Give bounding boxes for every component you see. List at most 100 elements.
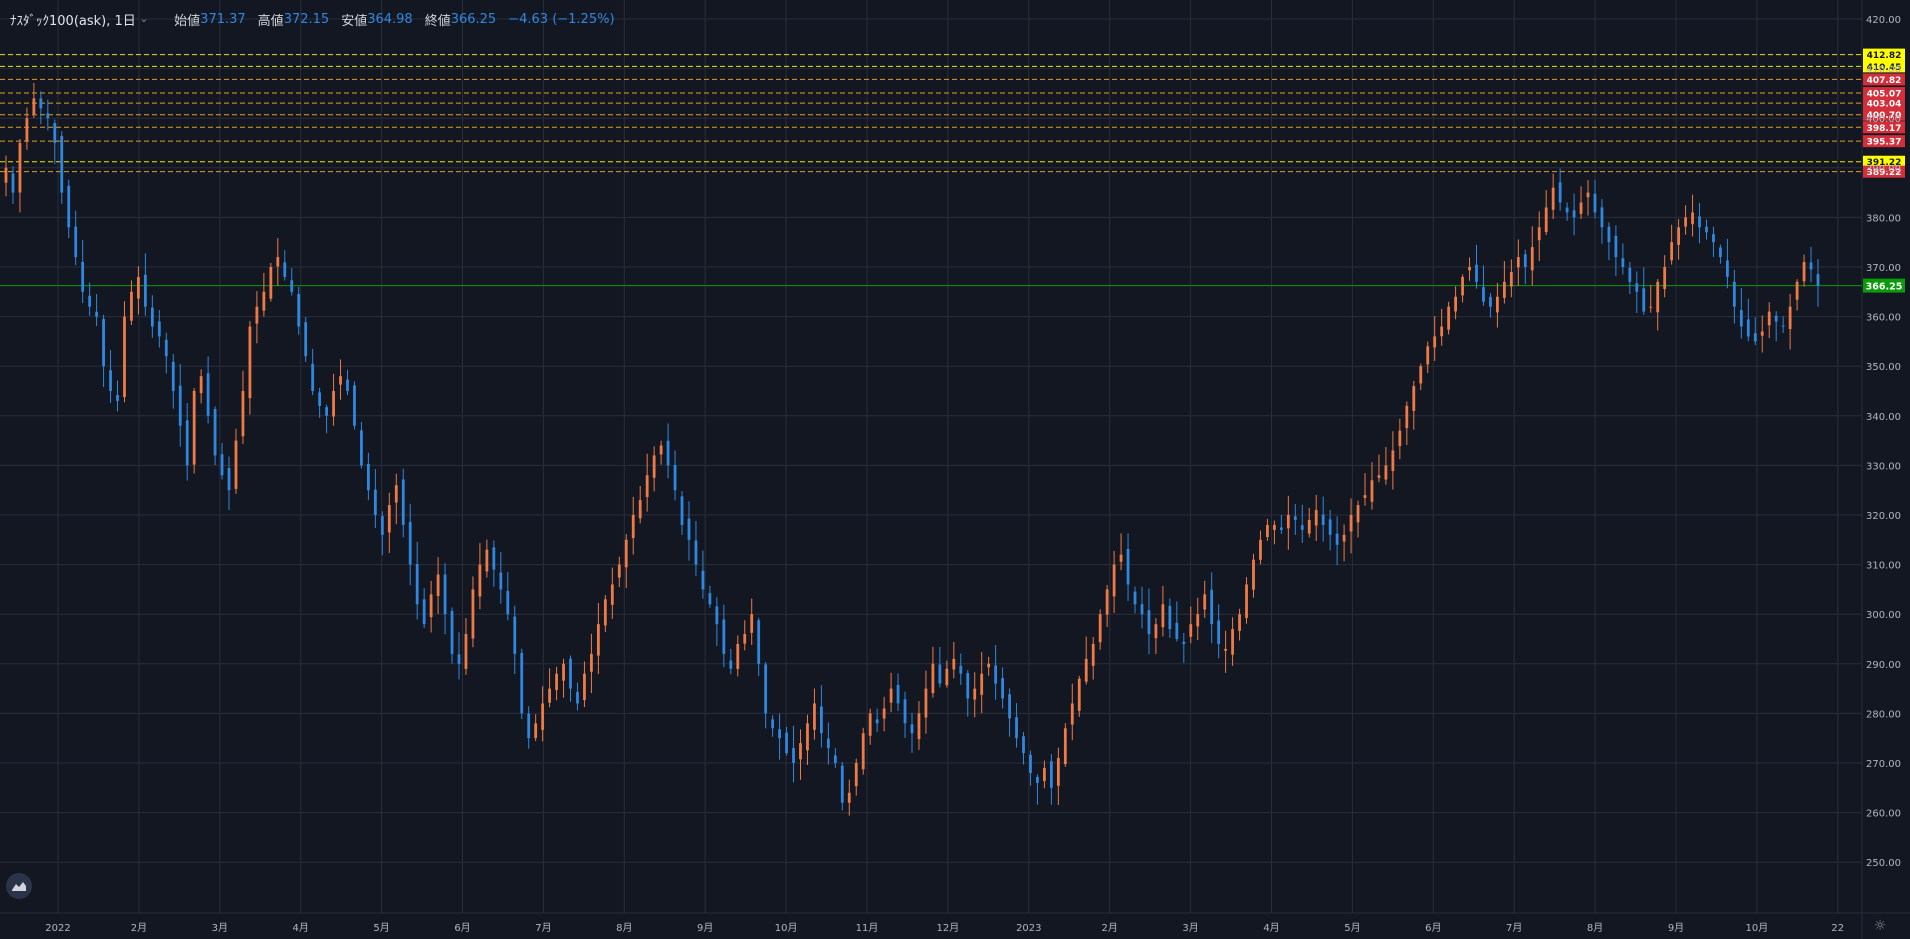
level-badge [1863,97,1905,110]
change-value: −4.63 (−1.25%) [508,11,615,27]
candle-body [1621,258,1625,267]
candle-body [130,291,133,321]
candle-body [464,634,468,669]
candle-body [1447,306,1451,330]
candle-body [1231,629,1234,655]
candle-body [980,673,984,695]
candle-body [157,321,161,337]
level-label: 395.37 [1867,138,1902,148]
candle-body [1405,405,1409,429]
candle-body [60,136,64,193]
candle-body [645,475,649,498]
candle-body [903,699,907,724]
candle-body [994,665,998,684]
candle-body [102,318,105,367]
candle-body [1084,658,1088,682]
candle-body [1356,505,1360,523]
candle-body [150,307,154,327]
candle-body [1036,776,1039,783]
candle-body [569,658,572,689]
chevron-down-icon[interactable]: ⌄ [139,13,149,25]
candle-body [1684,217,1687,227]
level-label: 407.82 [1867,76,1902,86]
candle-body [32,98,36,115]
level-label: 400.70 [1867,111,1902,121]
candle-body [1335,533,1339,545]
open-label: 始値 [174,13,201,29]
candle-body [18,143,22,193]
candle-body [666,440,670,466]
candle-body [1273,524,1276,530]
candle-body [652,455,656,478]
candle-body [290,280,294,292]
price-tick-label: 330.00 [1866,461,1901,472]
level-badge [1863,108,1905,121]
candle-body [1809,262,1813,270]
time-tick-label: 5月 [1344,922,1360,934]
candle-body [443,574,447,615]
candle-body [548,688,551,703]
candle-body [1579,202,1583,214]
candle-body [429,594,433,618]
candle-body [457,654,461,664]
candle-body [931,663,935,694]
symbol-label[interactable]: ﾅｽﾀﾞｯｸ100(ask), 1日 [10,13,136,29]
candle-body [88,295,92,307]
candle-body [143,274,147,307]
time-tick-label: 4月 [1263,922,1279,934]
candle-body [11,173,15,193]
candle-body [792,747,795,763]
level-badge [1863,135,1905,148]
level-badge [1863,87,1905,100]
candle-body [283,262,287,277]
price-tick-label: 280.00 [1866,709,1901,720]
candle-body [276,257,280,267]
candle-body [534,723,538,739]
last-price-line: 366.25 [0,278,1905,293]
candle-body [450,610,454,654]
candle-body [199,376,203,394]
candle-body [1642,288,1646,312]
candle-body [1719,247,1722,258]
candle-body [206,373,210,416]
candle-body [422,599,426,625]
gear-icon[interactable]: ☼ [1873,918,1887,934]
candle-body [1788,306,1792,330]
candle-body [1147,610,1151,635]
candle-body [1168,605,1172,630]
candle-body [1607,226,1611,243]
candle-body [638,500,642,519]
level-label: 410.45 [1867,63,1902,73]
time-tick-label: 10月 [1746,922,1769,934]
candle-body [576,691,579,704]
candle-body [1496,296,1499,313]
candle-body [1774,315,1778,322]
time-tick-label: 3月 [1182,922,1198,934]
candle-body [715,606,719,625]
close-label: 終値 [424,13,451,29]
level-label: 405.07 [1867,90,1902,100]
candle-body [213,409,217,456]
candle-body [116,394,119,401]
candle-body [1475,264,1478,282]
candle-body [1105,589,1109,615]
candle-body [1502,281,1506,298]
time-tick-label: 6月 [454,922,470,934]
time-tick-label: 7月 [1506,922,1522,934]
candle-body [1600,207,1604,228]
candle-body [1307,519,1311,534]
candle-body [631,515,635,539]
tradingview-logo-icon[interactable] [6,873,32,899]
price-tick-label: 400.00 [1866,114,1901,125]
candle-body [1593,193,1597,213]
price-tick-label: 250.00 [1866,858,1901,869]
price-tick-label: 360.00 [1866,313,1901,324]
candle-body [1537,227,1541,241]
candle-body [1203,594,1207,610]
candle-body [959,665,963,674]
candle-body [1482,287,1485,302]
candle-body [875,719,879,724]
candle-body [910,724,914,734]
candle-body [778,729,781,739]
